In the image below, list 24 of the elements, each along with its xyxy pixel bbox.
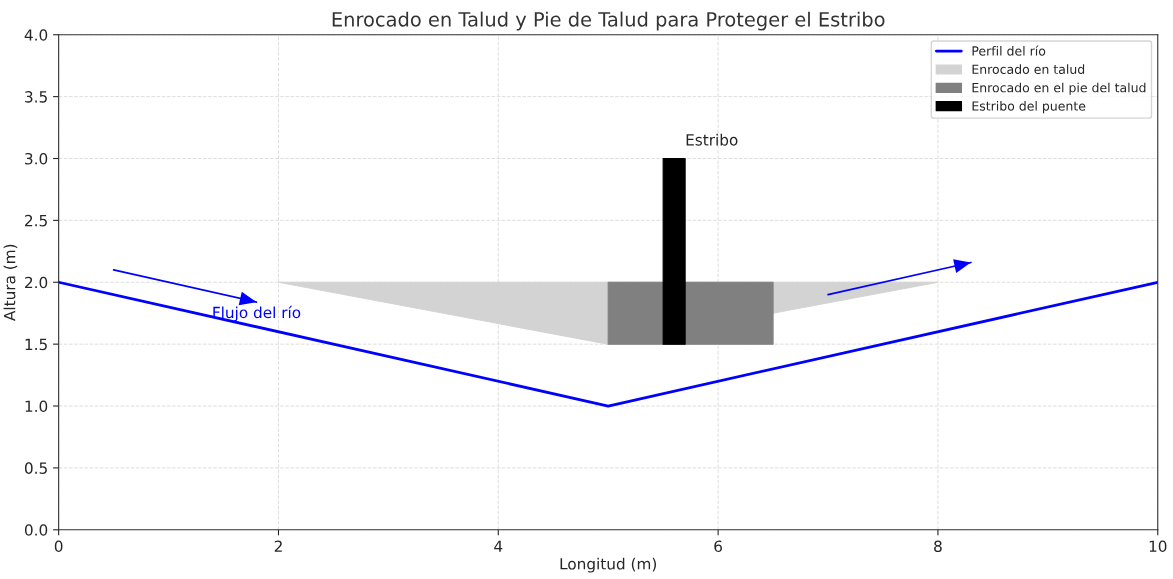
annotation: Estribo — [686, 133, 738, 146]
legend-label: Estribo del puente — [972, 101, 1086, 114]
legend-label: Enrocado en talud — [972, 64, 1085, 75]
legend-label: Enrocado en el pie del talud — [972, 82, 1146, 95]
x-tick-label: 10 — [1149, 540, 1167, 553]
y-tick-label: 1.5 — [25, 338, 47, 351]
x-tick-label: 2 — [274, 540, 282, 552]
annotation: Flujo del río — [213, 305, 301, 322]
legend-label: Perfil del río — [972, 45, 1046, 56]
x-tick-label: 8 — [934, 540, 942, 553]
x-tick-label: 6 — [714, 540, 723, 553]
y-tick-label: 3.0 — [25, 152, 48, 165]
y-tick-label: 0.0 — [24, 524, 48, 536]
y-tick-label: 4.0 — [24, 29, 48, 41]
y-tick-label: 0.5 — [24, 462, 47, 474]
y-tick-label: 1.0 — [25, 400, 48, 413]
y-tick-label: 2.5 — [25, 214, 47, 227]
x-tick-label: 0 — [54, 540, 63, 553]
y-tick-label: 3.5 — [25, 91, 47, 103]
x-axis-title: Longitud (m) — [560, 557, 657, 573]
y-axis-title: Altura (m) — [3, 244, 18, 321]
x-tick-label: 4 — [494, 540, 503, 552]
chart-title: Enrocado en Talud y Pie de Talud para Proteger el Estribo — [332, 11, 885, 31]
y-tick-label: 2.0 — [25, 276, 48, 289]
